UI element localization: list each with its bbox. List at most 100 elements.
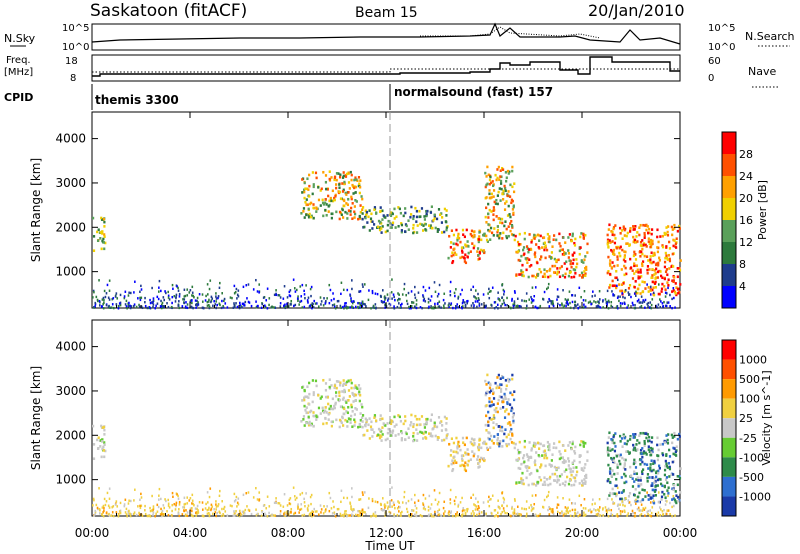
power-cell <box>486 165 489 169</box>
velocity-cell <box>365 418 369 422</box>
velocity-cell <box>579 443 582 447</box>
power-cell <box>381 300 383 304</box>
power-cell <box>129 304 131 308</box>
velocity-cell <box>520 478 523 482</box>
power-cell <box>543 272 546 276</box>
x-tick-label: 04:00 <box>173 526 208 540</box>
velocity-cell <box>653 481 656 484</box>
velocity-cell <box>466 463 469 467</box>
power-cell <box>412 214 415 218</box>
velocity-cell <box>503 498 506 501</box>
power-cell <box>310 201 313 205</box>
velocity-cell <box>433 489 436 492</box>
velocity-cell <box>252 496 255 499</box>
velocity-cell <box>623 498 626 501</box>
power-cell <box>306 177 309 181</box>
power-cell <box>208 287 211 291</box>
velocity-echoes <box>92 373 682 518</box>
velocity-cell <box>327 418 330 421</box>
power-cell <box>632 240 635 244</box>
power-cell <box>571 262 575 265</box>
power-cell <box>152 305 154 309</box>
power-cell <box>644 306 646 309</box>
power-cell <box>658 256 661 260</box>
velocity-cell <box>456 514 458 517</box>
power-cell <box>474 289 477 292</box>
velocity-cell <box>564 449 567 452</box>
power-cell <box>610 300 613 304</box>
power-cell <box>139 296 141 300</box>
power-cell <box>354 191 357 194</box>
power-cell <box>640 250 643 254</box>
power-cell <box>507 225 510 228</box>
power-cell <box>652 280 656 284</box>
velocity-cell <box>339 381 342 385</box>
power-cell <box>659 274 663 278</box>
velocity-cell <box>598 497 601 501</box>
power-cell <box>639 271 642 274</box>
power-cell <box>474 300 477 303</box>
velocity-cell <box>294 498 297 501</box>
velocity-cell <box>428 513 430 517</box>
colorbar-tick-label: 20 <box>739 192 753 205</box>
power-cell <box>155 304 157 307</box>
power-cell <box>361 208 364 212</box>
velocity-cell <box>503 392 506 396</box>
power-cell <box>671 306 673 310</box>
velocity-cell <box>111 506 114 509</box>
power-cell <box>561 302 563 305</box>
power-cell <box>422 285 425 289</box>
velocity-cell <box>496 442 499 445</box>
power-cell <box>505 227 508 231</box>
velocity-cell <box>525 515 528 518</box>
velocity-cell <box>135 513 138 517</box>
power-cell <box>412 223 415 227</box>
velocity-cell <box>618 434 622 438</box>
velocity-cell <box>112 514 115 518</box>
power-cell <box>513 300 516 303</box>
velocity-cell <box>633 514 636 518</box>
power-cell <box>543 290 546 294</box>
power-cell <box>351 301 354 305</box>
velocity-cell <box>557 466 560 470</box>
velocity-cell <box>673 483 676 487</box>
velocity-cell <box>450 510 453 513</box>
velocity-cell <box>211 505 214 508</box>
velocity-cell <box>551 453 554 456</box>
power-cell <box>525 292 528 295</box>
power-cell <box>195 303 197 306</box>
power-cell <box>108 298 111 301</box>
power-cell <box>429 299 432 302</box>
velocity-cell <box>658 466 661 470</box>
velocity-cell <box>634 488 637 491</box>
noise-right-tick-top: 10^5 <box>708 23 735 34</box>
power-cell <box>577 306 580 310</box>
velocity-cell <box>645 453 648 456</box>
velocity-cell <box>216 511 218 515</box>
velocity-cell <box>576 511 579 514</box>
power-cell <box>544 275 547 279</box>
power-cell <box>393 307 396 310</box>
velocity-cell <box>639 462 642 466</box>
power-cell <box>128 301 130 305</box>
velocity-cell <box>167 502 170 505</box>
velocity-cell <box>620 476 623 479</box>
velocity-cell <box>328 491 331 495</box>
velocity-cell <box>527 456 531 459</box>
velocity-cell <box>174 508 177 511</box>
velocity-cell <box>507 412 510 416</box>
velocity-cell <box>495 423 498 426</box>
velocity-cell <box>312 393 315 397</box>
power-cell <box>552 271 556 274</box>
velocity-cell <box>381 417 384 421</box>
power-cell <box>303 188 306 192</box>
power-cell <box>597 305 599 308</box>
velocity-cell <box>556 503 559 506</box>
power-cell <box>206 300 209 304</box>
velocity-cell <box>660 498 663 501</box>
power-cell <box>215 292 217 295</box>
velocity-cell <box>125 507 128 511</box>
power-cell <box>325 203 328 206</box>
velocity-cell <box>146 514 149 518</box>
power-cell <box>233 306 236 309</box>
